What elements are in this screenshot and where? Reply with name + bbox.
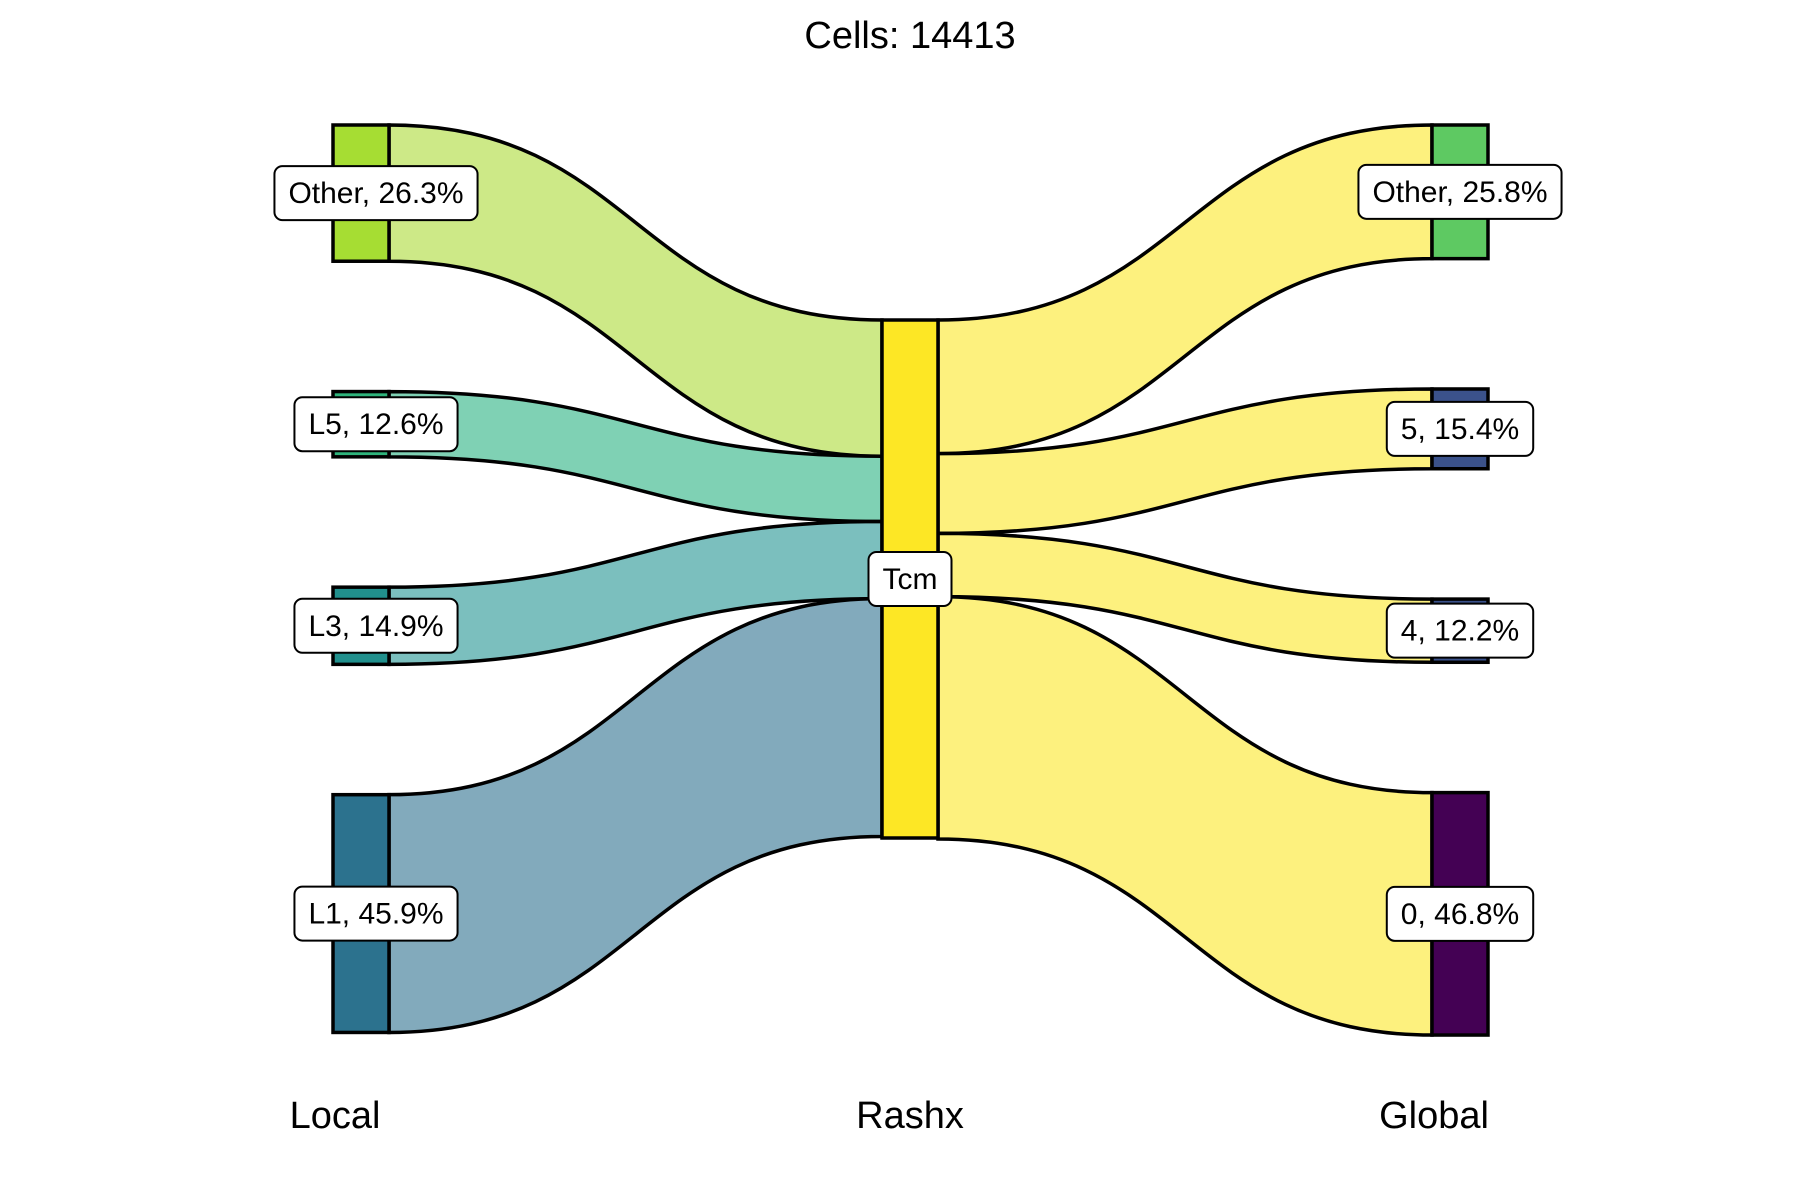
axis-label-local: Local: [290, 1095, 381, 1137]
label-local-l1-box: [293, 885, 459, 942]
axis-label-global: Global: [1379, 1095, 1489, 1137]
label-local-l3: L3, 14.9%: [293, 597, 459, 654]
label-global-4: 4, 12.2%: [1385, 602, 1535, 659]
label-global-5-box: [1385, 400, 1535, 457]
label-rashx-tcm: Tcm: [867, 551, 953, 607]
label-local-l5-text: L5, 12.6%: [308, 408, 443, 441]
label-local-l5: L5, 12.6%: [293, 396, 459, 453]
label-local-other-box: [273, 165, 479, 222]
label-global-other: Other, 25.8%: [1357, 163, 1563, 220]
label-global-0: 0, 46.8%: [1385, 885, 1535, 942]
axis-labels: Local Rashx Global: [290, 1095, 1489, 1137]
label-local-l3-text: L3, 14.9%: [308, 610, 443, 643]
label-local-l1-text: L1, 45.9%: [308, 898, 443, 931]
label-global-5: 5, 15.4%: [1385, 400, 1535, 457]
label-local-other-text: Other, 26.3%: [288, 177, 463, 210]
chart-title: Cells: 14413: [804, 15, 1015, 57]
axis-label-rashx: Rashx: [856, 1095, 964, 1137]
flows-layer: [387, 123, 1434, 1037]
label-global-4-box: [1385, 602, 1535, 659]
label-rashx-tcm-text: Tcm: [883, 563, 938, 596]
label-global-5-text: 5, 15.4%: [1401, 413, 1519, 446]
label-local-l1: L1, 45.9%: [293, 885, 459, 942]
label-local-other: Other, 26.3%: [273, 165, 479, 222]
label-local-l5-box: [293, 396, 459, 453]
flow-global-0: [936, 594, 1434, 1037]
label-global-other-box: [1357, 163, 1563, 220]
label-local-l3-box: [293, 597, 459, 654]
label-global-4-text: 4, 12.2%: [1401, 615, 1519, 648]
label-rashx-tcm-box: [867, 551, 953, 607]
label-global-other-text: Other, 25.8%: [1372, 176, 1547, 209]
label-global-0-text: 0, 46.8%: [1401, 898, 1519, 931]
label-global-0-box: [1385, 885, 1535, 942]
labels-layer: Other, 26.3% L5, 12.6% L3, 14.9% L1, 45.9% T…: [273, 163, 1563, 942]
